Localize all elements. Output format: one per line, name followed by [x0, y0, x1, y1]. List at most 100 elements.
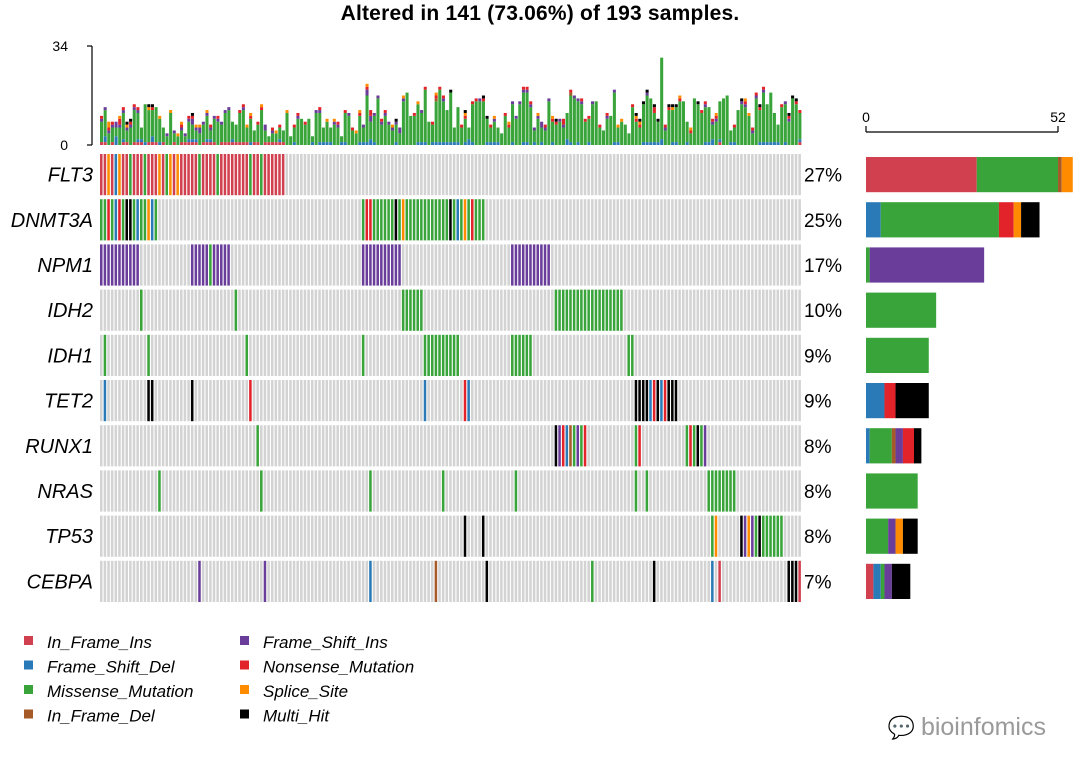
legend-label-splice-site: Splice_Site: [263, 682, 348, 701]
sample-bar-segment: [220, 121, 224, 125]
mutation-cell: [147, 380, 150, 422]
sample-bar-segment: [190, 112, 194, 116]
sample-bar-segment: [227, 107, 231, 111]
empty-cell: [100, 334, 103, 376]
empty-cell: [507, 289, 510, 331]
empty-cell: [481, 470, 485, 512]
empty-cell: [565, 560, 569, 602]
empty-cell: [380, 289, 383, 331]
empty-cell: [543, 334, 547, 376]
mutation-cell: [754, 515, 758, 557]
empty-cell: [500, 425, 503, 467]
sample-bar-segment: [689, 133, 693, 145]
empty-cell: [623, 154, 627, 196]
empty-cell: [300, 425, 303, 467]
empty-cell: [281, 244, 285, 286]
empty-cell: [169, 199, 172, 241]
empty-cell: [507, 154, 510, 196]
empty-cell: [238, 380, 241, 422]
empty-cell: [132, 289, 136, 331]
empty-cell: [194, 289, 198, 331]
gene-label-nras: NRAS: [37, 481, 93, 503]
empty-cell: [718, 244, 721, 286]
mutation-cell: [263, 560, 267, 602]
right-axis-tick-label-max: 52: [1050, 109, 1066, 125]
empty-cell: [467, 289, 470, 331]
empty-cell: [161, 380, 165, 422]
empty-cell: [521, 154, 525, 196]
mutation-cell: [147, 154, 150, 196]
sample-bar-segment: [645, 142, 649, 145]
empty-cell: [154, 334, 158, 376]
empty-cell: [685, 154, 689, 196]
empty-cell: [401, 470, 405, 512]
empty-cell: [623, 244, 627, 286]
empty-cell: [667, 289, 670, 331]
empty-cell: [485, 244, 489, 286]
empty-cell: [649, 515, 652, 557]
sample-bar-segment: [347, 115, 351, 145]
sample-bar-segment: [449, 142, 453, 145]
mutation-cell: [521, 244, 525, 286]
sample-bar-segment: [227, 110, 231, 143]
sample-bar-segment: [525, 89, 529, 93]
sample-bar-segment: [521, 89, 525, 93]
empty-cell: [740, 199, 743, 241]
mutation-cell: [249, 380, 252, 422]
empty-cell: [620, 334, 623, 376]
empty-cell: [572, 199, 576, 241]
mutation-cell: [438, 199, 441, 241]
empty-cell: [445, 560, 449, 602]
mutation-cell: [212, 244, 216, 286]
empty-cell: [172, 560, 176, 602]
empty-cell: [296, 199, 299, 241]
empty-cell: [383, 380, 387, 422]
sample-bar-segment: [572, 98, 576, 145]
empty-cell: [489, 199, 492, 241]
empty-cell: [449, 244, 452, 286]
empty-cell: [772, 334, 776, 376]
empty-cell: [776, 560, 780, 602]
sample-bar-segment: [190, 142, 194, 145]
gene-label-flt3: FLT3: [48, 165, 93, 187]
empty-cell: [565, 380, 569, 422]
empty-cell: [689, 154, 692, 196]
mutation-cell: [471, 199, 474, 241]
sample-bar-segment: [212, 115, 216, 119]
empty-cell: [736, 199, 740, 241]
mutation-cell: [540, 244, 543, 286]
empty-cell: [740, 470, 743, 512]
empty-cell: [209, 470, 212, 512]
empty-cell: [325, 289, 329, 331]
empty-cell: [532, 425, 536, 467]
empty-cell: [321, 244, 325, 286]
empty-cell: [591, 380, 594, 422]
percent-label-dnmt3a: 25%: [804, 211, 842, 232]
empty-cell: [761, 154, 765, 196]
empty-cell: [580, 199, 583, 241]
empty-cell: [580, 380, 583, 422]
sample-bar-segment: [438, 86, 442, 90]
empty-cell: [652, 334, 656, 376]
empty-cell: [136, 470, 139, 512]
empty-cell: [143, 560, 147, 602]
sample-bar-segment: [663, 124, 667, 128]
sample-bar-segment: [194, 127, 198, 131]
empty-cell: [798, 380, 801, 422]
empty-cell: [289, 515, 292, 557]
empty-cell: [140, 470, 143, 512]
empty-cell: [329, 154, 332, 196]
watermark-text: bioinfomics: [920, 713, 1046, 741]
sample-bar-segment: [587, 118, 591, 143]
empty-cell: [394, 515, 398, 557]
empty-cell: [452, 560, 456, 602]
sample-bar-segment: [143, 104, 147, 143]
mutation-cell: [561, 289, 565, 331]
empty-cell: [776, 154, 780, 196]
gene-bar-segment-tp53: [895, 518, 903, 554]
sample-bar-segment: [456, 142, 460, 145]
empty-cell: [154, 515, 158, 557]
empty-cell: [125, 334, 128, 376]
sample-bar-segment: [587, 142, 591, 145]
empty-cell: [103, 289, 107, 331]
